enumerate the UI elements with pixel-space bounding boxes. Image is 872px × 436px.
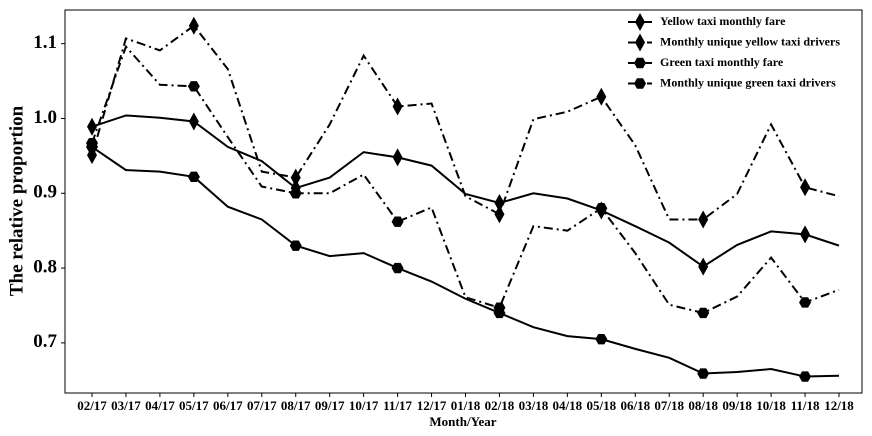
marker-diamond <box>635 13 645 31</box>
x-tick-label: 10/18 <box>756 398 786 413</box>
marker-hexagon <box>595 203 608 214</box>
legend-label: Monthly unique green taxi drivers <box>660 75 836 89</box>
x-tick-label: 07/18 <box>654 398 684 413</box>
x-tick-label: 04/18 <box>553 398 583 413</box>
marker-diamond <box>392 148 403 167</box>
series-line <box>91 146 840 378</box>
series-line <box>91 24 840 221</box>
x-tick-label: 03/17 <box>111 398 141 413</box>
marker-hexagon <box>799 297 812 308</box>
marker-hexagon <box>697 368 710 379</box>
x-tick-label: 01/18 <box>451 398 481 413</box>
legend-label: Monthly unique yellow taxi drivers <box>660 34 840 48</box>
x-tick-label: 04/17 <box>145 398 175 413</box>
marker-hexagon <box>595 333 608 345</box>
x-tick-label: 03/18 <box>519 398 549 413</box>
plot-frame <box>64 9 863 394</box>
series-line <box>91 114 840 268</box>
marker-hexagon <box>493 302 506 313</box>
marker-diamond <box>635 33 645 52</box>
x-tick-label: 09/18 <box>722 398 752 413</box>
marker-diamond <box>698 210 709 229</box>
y-tick-label: 0.8 <box>33 256 57 277</box>
marker-diamond <box>87 117 97 136</box>
marker-hexagon <box>187 171 200 183</box>
x-axis-label: Month/Year <box>429 414 496 429</box>
y-tick-label: 0.7 <box>33 331 57 352</box>
marker-diamond <box>188 16 199 35</box>
x-tick-label: 07/17 <box>247 398 277 413</box>
marker-diamond <box>596 87 607 106</box>
x-tick-label: 08/17 <box>281 398 311 413</box>
y-tick-label: 1.0 <box>33 107 57 128</box>
legend-label: Yellow taxi monthly fare <box>660 14 786 28</box>
x-tick-label: 05/17 <box>179 398 209 413</box>
marker-hexagon <box>289 188 302 199</box>
x-tick-label: 08/18 <box>688 398 718 413</box>
marker-diamond <box>290 168 301 187</box>
x-tick-label: 10/17 <box>349 398 379 413</box>
x-tick-label: 06/18 <box>620 398 650 413</box>
series-line <box>91 44 840 315</box>
marker-diamond <box>494 193 505 212</box>
x-tick-label: 02/17 <box>77 398 107 413</box>
marker-hexagon <box>391 216 404 227</box>
y-tick-label: 0.9 <box>33 182 57 203</box>
marker-diamond <box>800 178 811 197</box>
marker-hexagon <box>697 307 710 319</box>
marker-hexagon <box>289 240 302 251</box>
marker-hexagon <box>187 81 200 92</box>
marker-hexagon <box>634 57 646 69</box>
marker-hexagon <box>634 78 646 89</box>
marker-hexagon <box>391 262 404 274</box>
x-tick-label: 11/18 <box>791 398 820 413</box>
x-tick-label: 02/18 <box>485 398 515 413</box>
y-tick-label: 1.1 <box>33 32 57 53</box>
x-tick-label: 06/17 <box>213 398 243 413</box>
marker-hexagon <box>799 371 812 382</box>
marker-diamond <box>800 225 811 244</box>
marker-diamond <box>392 97 403 116</box>
marker-diamond <box>188 112 199 131</box>
marker-hexagon <box>86 137 98 149</box>
x-tick-label: 05/18 <box>587 398 617 413</box>
x-tick-label: 12/18 <box>824 398 854 413</box>
x-tick-label: 09/17 <box>315 398 345 413</box>
x-tick-label: 11/17 <box>383 398 412 413</box>
legend-label: Green taxi monthly fare <box>660 55 784 69</box>
y-axis-label: The relative proportion <box>6 105 27 296</box>
marker-diamond <box>698 257 709 276</box>
x-tick-label: 12/17 <box>417 398 447 413</box>
marker-diamond <box>494 205 505 224</box>
